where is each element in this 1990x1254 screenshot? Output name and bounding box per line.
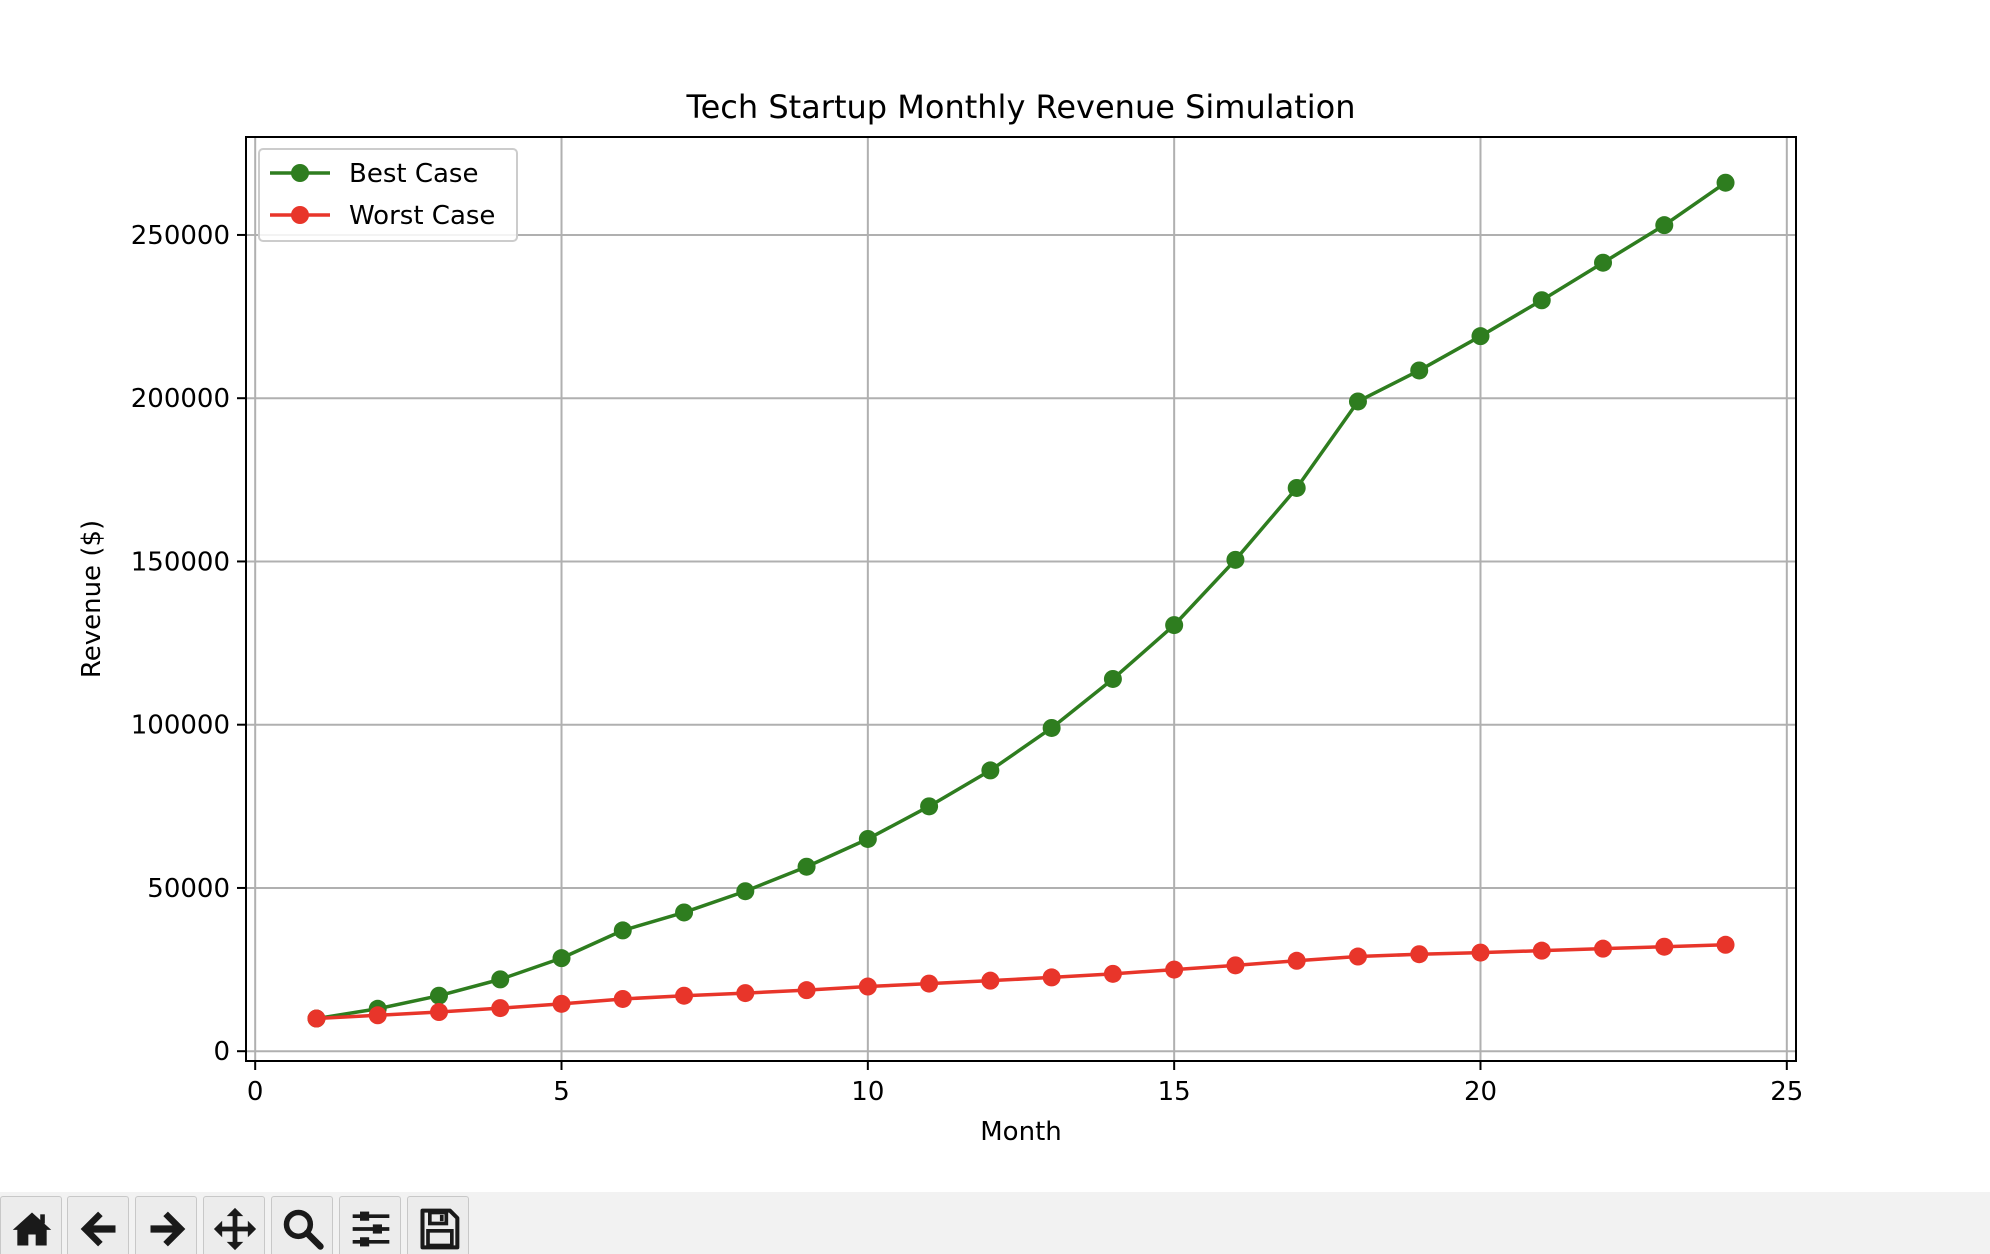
data-point: [1042, 718, 1061, 737]
data-point: [1716, 935, 1735, 954]
data-point: [491, 970, 510, 989]
data-point: [1716, 173, 1735, 192]
pan-button[interactable]: [203, 1196, 265, 1254]
data-point: [1532, 941, 1551, 960]
zoom-button[interactable]: [271, 1196, 333, 1254]
y-axis-label: Revenue ($): [77, 520, 107, 678]
legend-label: Worst Case: [349, 201, 495, 231]
back-button[interactable]: [67, 1196, 129, 1254]
data-point: [858, 829, 877, 848]
data-point: [920, 797, 939, 816]
data-point: [858, 977, 877, 996]
data-point: [429, 986, 448, 1005]
x-tick-label: 5: [553, 1077, 570, 1107]
axis-ticks: 0 5 10 15 20 25 0 50000 100000 150000 200000 250000: [131, 221, 1804, 1107]
data-point: [1348, 947, 1367, 966]
y-tick-label: 250000: [131, 221, 230, 251]
chart-title: Tech Startup Monthly Revenue Simulation: [685, 88, 1355, 126]
arrow-right-icon: [150, 1211, 186, 1247]
save-button[interactable]: [407, 1196, 469, 1254]
data-point: [736, 984, 755, 1003]
data-point: [797, 981, 816, 1000]
move-icon: [213, 1207, 257, 1251]
data-point: [1655, 216, 1674, 235]
data-point: [552, 949, 571, 968]
data-point: [368, 1006, 387, 1025]
data-point: [491, 999, 510, 1018]
x-tick-label: 0: [247, 1077, 264, 1107]
data-point: [981, 971, 1000, 990]
data-point: [613, 921, 632, 940]
plot-area: [307, 173, 1735, 1028]
data-point: [920, 974, 939, 993]
data-point: [1410, 945, 1429, 964]
legend: Best Case Worst Case: [258, 148, 518, 242]
floppy-disk-icon: [420, 1208, 460, 1250]
y-tick-label: 0: [213, 1037, 230, 1067]
grid: [246, 137, 1796, 1061]
data-point: [1532, 291, 1551, 310]
y-tick-label: 150000: [131, 547, 230, 577]
data-point: [1410, 361, 1429, 380]
data-point: [1165, 616, 1184, 635]
arrow-left-icon: [80, 1211, 116, 1247]
data-point: [736, 882, 755, 901]
data-point: [675, 986, 694, 1005]
data-point: [552, 994, 571, 1013]
data-point: [1226, 956, 1245, 975]
data-point: [675, 903, 694, 922]
legend-marker: [291, 206, 309, 224]
axes-frame: [245, 136, 1797, 1062]
data-point: [1348, 392, 1367, 411]
data-point: [1042, 968, 1061, 987]
x-axis-label: Month: [980, 1117, 1062, 1147]
series-line: [316, 181, 1727, 1021]
data-point: [1594, 939, 1613, 958]
series-worst-case: [307, 935, 1735, 1028]
navigation-toolbar: [0, 1192, 1990, 1254]
legend-marker: [291, 164, 309, 182]
data-point: [1655, 937, 1674, 956]
legend-label: Best Case: [349, 159, 478, 189]
forward-button[interactable]: [135, 1196, 197, 1254]
y-tick-label: 50000: [147, 874, 230, 904]
data-point: [981, 761, 1000, 780]
data-point: [1103, 964, 1122, 983]
data-point: [1165, 960, 1184, 979]
y-tick-label: 100000: [131, 711, 230, 741]
data-point: [613, 989, 632, 1008]
data-point: [1103, 669, 1122, 688]
data-point: [307, 1009, 326, 1028]
data-point: [429, 1003, 448, 1022]
figure-canvas: 0 5 10 15 20 25 0 50000 100000 150000 200000 250000…: [77, 88, 1804, 1147]
data-point: [797, 857, 816, 876]
data-point: [1471, 327, 1490, 346]
data-point: [1226, 550, 1245, 569]
data-point: [1287, 478, 1306, 497]
x-tick-label: 25: [1770, 1077, 1803, 1107]
x-tick-label: 20: [1464, 1077, 1497, 1107]
data-point: [1287, 951, 1306, 970]
home-icon: [12, 1212, 52, 1246]
x-tick-label: 15: [1158, 1077, 1191, 1107]
home-button[interactable]: [0, 1196, 62, 1254]
y-tick-label: 200000: [131, 384, 230, 414]
data-point: [1471, 943, 1490, 962]
configure-subplots-button[interactable]: [339, 1196, 401, 1254]
data-point: [1594, 253, 1613, 272]
search-icon: [283, 1209, 324, 1250]
series-line: [316, 943, 1726, 1021]
x-tick-label: 10: [851, 1077, 884, 1107]
sliders-icon: [352, 1211, 390, 1247]
